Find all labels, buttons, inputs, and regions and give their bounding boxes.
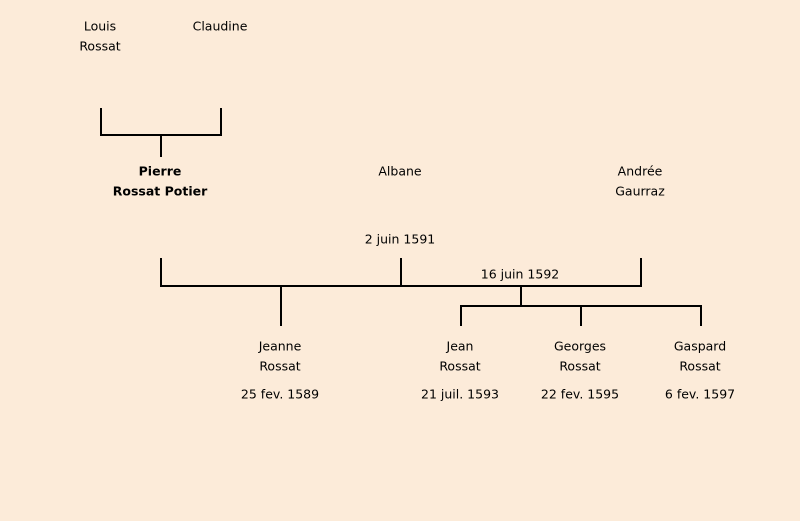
person-name: Rossat Potier <box>113 184 208 199</box>
person-name: Rossat <box>559 359 600 374</box>
person-name: Rossat <box>679 359 720 374</box>
person-name: Albane <box>378 164 422 179</box>
person-name: Rossat <box>79 39 120 54</box>
person-name: Gaspard <box>674 339 726 354</box>
birth-date: 21 juil. 1593 <box>421 387 499 402</box>
connectors <box>100 108 702 326</box>
birth-date: 22 fev. 1595 <box>541 387 619 402</box>
marriage-date: 2 juin 1591 <box>365 232 436 247</box>
person-name: Jean <box>446 339 474 354</box>
person-name: Andrée <box>618 164 663 179</box>
person-name: Rossat <box>259 359 300 374</box>
person-name: Pierre <box>139 164 182 179</box>
person-name: Louis <box>84 19 116 34</box>
person-name: Jeanne <box>258 339 302 354</box>
marriage-date: 16 juin 1592 <box>481 267 559 282</box>
birth-date: 6 fev. 1597 <box>665 387 735 402</box>
person-name: Gaurraz <box>615 184 665 199</box>
person-name: Claudine <box>193 19 248 34</box>
person-name: Georges <box>554 339 606 354</box>
birth-date: 25 fev. 1589 <box>241 387 319 402</box>
person-name: Rossat <box>439 359 480 374</box>
